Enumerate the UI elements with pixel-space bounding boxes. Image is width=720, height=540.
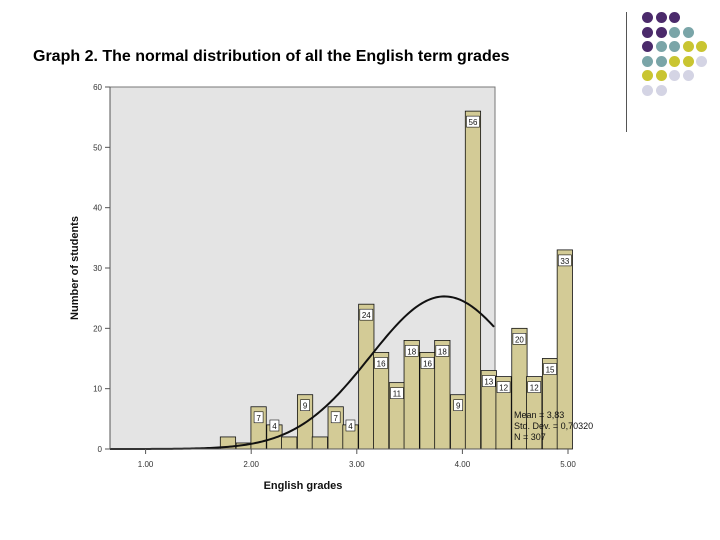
bar-value-label: 16 xyxy=(423,359,432,368)
bar-label-box xyxy=(390,387,404,399)
bar-value-label: 18 xyxy=(407,347,416,356)
y-tick-label: 40 xyxy=(93,204,102,213)
histogram-bar xyxy=(495,376,512,450)
bar-label-box xyxy=(543,363,557,375)
bar-value-label: 4 xyxy=(348,422,353,431)
bar-label-box xyxy=(453,399,463,412)
bar-label-box xyxy=(512,333,527,345)
decorative-dot xyxy=(669,26,680,38)
decorative-dot xyxy=(669,55,680,67)
x-tick-label: 5.00 xyxy=(560,460,576,469)
decorative-dot xyxy=(696,41,707,52)
stat-std-dev: Std. Dev. = 0,70320 xyxy=(514,421,594,431)
decorative-dot xyxy=(655,84,667,96)
bar-value-label: 56 xyxy=(469,118,478,127)
bar-value-label: 15 xyxy=(546,366,555,375)
decorative-dot xyxy=(669,70,680,81)
histogram-bar xyxy=(281,436,298,450)
decorative-dot xyxy=(642,26,653,38)
bar-value-label: 9 xyxy=(456,402,461,411)
bar-value-label: 7 xyxy=(256,414,261,423)
histogram-bar xyxy=(311,436,328,450)
decorative-dot xyxy=(642,70,653,81)
slide-title: Graph 2. The normal distribution of all … xyxy=(33,48,510,65)
x-tick-label: 2.00 xyxy=(243,460,259,469)
bar-label-box xyxy=(435,345,450,357)
decorative-dot xyxy=(682,26,694,38)
stat-mean: Mean = 3,83 xyxy=(514,410,565,420)
x-tick-label: 3.00 xyxy=(349,460,365,469)
summary-statistics: Mean = 3,83 Std. Dev. = 0,70320 N = 307 xyxy=(514,410,593,443)
x-tick-label: 4.00 xyxy=(455,460,471,469)
bar-value-label: 4 xyxy=(272,422,277,431)
bar-value-label: 18 xyxy=(438,347,447,356)
decorative-dot xyxy=(655,12,667,23)
y-axis-ticks: 0 10 20 30 40 50 60 xyxy=(93,83,110,454)
decorative-dot xyxy=(655,41,667,52)
bar-value-label: 12 xyxy=(499,384,508,393)
bar-value-labels: 7 4 9 7 4 24 16 11 18 16 18 9 56 13 12 20 12 15 33 xyxy=(253,115,572,432)
decorative-dot xyxy=(642,12,653,23)
y-tick-label: 50 xyxy=(93,143,102,152)
decorative-dot xyxy=(682,70,694,81)
bar-label-box xyxy=(269,419,280,432)
bar-label-box xyxy=(345,419,356,432)
decorative-dot xyxy=(669,41,680,52)
bar-value-label: 7 xyxy=(333,414,338,423)
decorative-dot xyxy=(655,26,667,38)
decorative-dot xyxy=(682,41,694,52)
y-axis-label: Number of students xyxy=(69,216,81,320)
bar-label-box xyxy=(527,381,542,393)
bar-value-label: 11 xyxy=(393,390,402,399)
x-tick-label: 1.00 xyxy=(138,460,154,469)
bars-layer xyxy=(219,110,573,450)
bar-label-box xyxy=(374,357,388,369)
bar-label-box xyxy=(300,399,310,412)
decorative-dot xyxy=(655,55,667,67)
y-tick-label: 0 xyxy=(98,445,103,454)
bar-label-box xyxy=(558,254,572,267)
bar-label-box xyxy=(496,381,511,393)
decorative-divider-line xyxy=(626,12,627,132)
bar-label-box xyxy=(481,375,496,387)
bar-label-box xyxy=(253,411,264,424)
bar-label-box xyxy=(420,357,435,369)
decorative-dot xyxy=(642,41,653,52)
histogram-bar xyxy=(556,249,573,450)
x-axis-label: English grades xyxy=(264,480,343,492)
bar-label-box xyxy=(359,308,374,321)
bar-value-label: 33 xyxy=(560,257,569,266)
bar-label-box xyxy=(466,115,480,128)
bar-value-label: 20 xyxy=(515,335,524,344)
histogram-bar xyxy=(464,110,482,450)
bar-value-label: 16 xyxy=(377,359,386,368)
bar-label-box xyxy=(404,345,419,357)
decorative-dot xyxy=(682,55,694,67)
y-tick-label: 10 xyxy=(93,385,102,394)
decorative-dot xyxy=(696,55,707,67)
histogram-bar xyxy=(358,303,375,450)
decorative-dot xyxy=(642,55,653,67)
decorative-dot-grid xyxy=(636,8,716,118)
histogram-bar xyxy=(526,376,543,450)
bar-label-box xyxy=(330,411,341,424)
y-tick-label: 60 xyxy=(93,83,102,92)
bar-value-label: 24 xyxy=(362,311,371,320)
bar-value-label: 12 xyxy=(530,384,539,393)
decorative-dot xyxy=(669,12,680,23)
stat-n: N = 307 xyxy=(514,432,546,442)
bar-value-label: 9 xyxy=(303,402,308,411)
x-axis-ticks: 1.00 2.00 3.00 4.00 5.00 xyxy=(138,449,576,469)
decorative-dot xyxy=(655,70,667,81)
decorative-dot xyxy=(642,84,653,96)
bar-value-label: 13 xyxy=(484,378,493,387)
y-tick-label: 20 xyxy=(93,324,102,333)
y-tick-label: 30 xyxy=(93,264,102,273)
